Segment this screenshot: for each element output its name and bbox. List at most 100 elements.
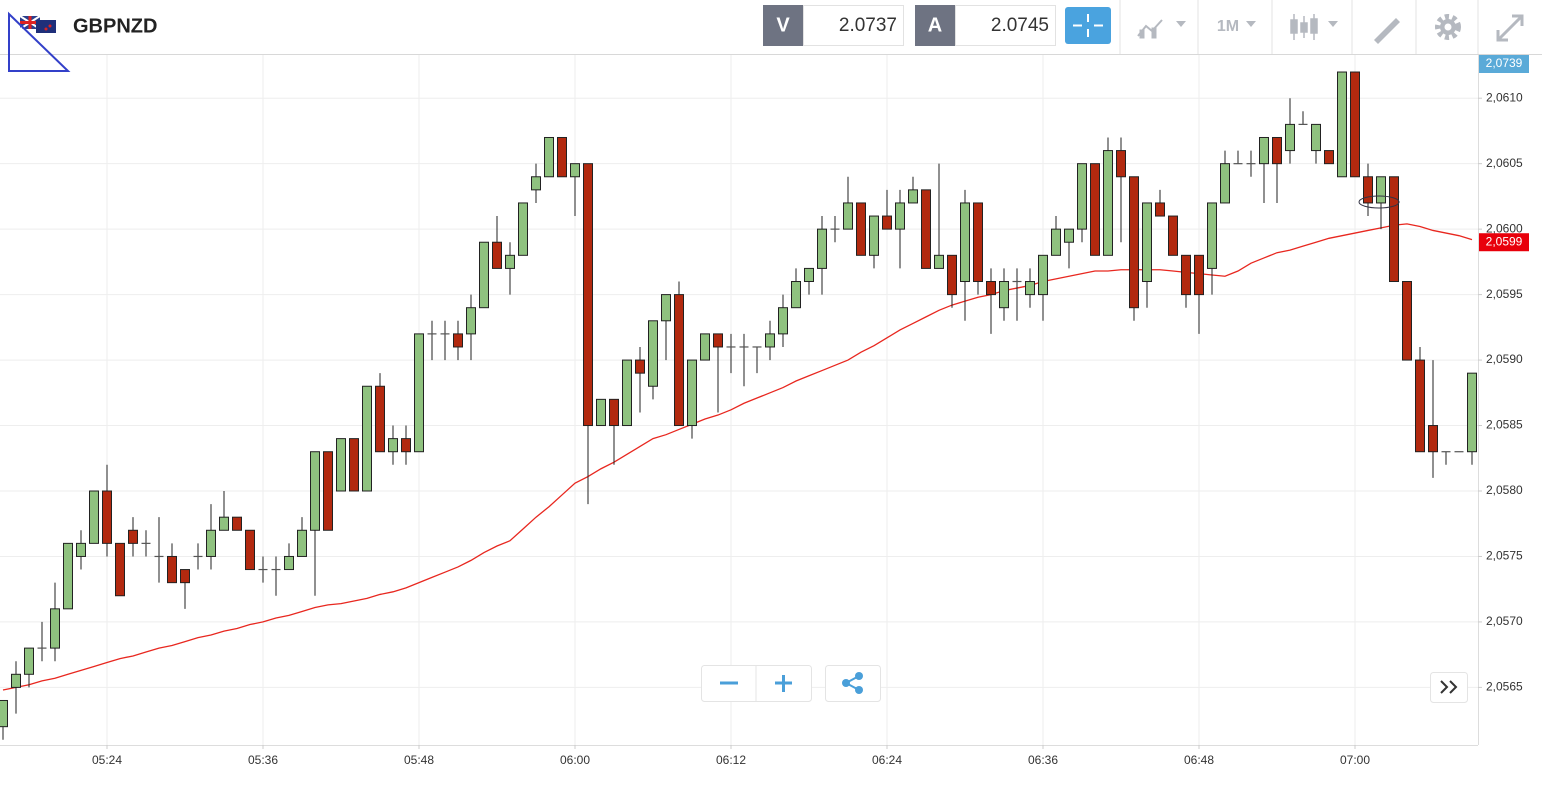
candle-body xyxy=(1064,228,1074,243)
candle-body xyxy=(453,333,463,348)
share-button[interactable] xyxy=(825,665,881,702)
x-tick-label: 05:36 xyxy=(248,753,278,767)
candle-body xyxy=(245,529,255,571)
candle-body xyxy=(219,516,229,531)
settings-button[interactable] xyxy=(1435,14,1461,40)
candle-body xyxy=(947,254,957,296)
candle-body xyxy=(1025,281,1035,296)
x-tick-label: 05:24 xyxy=(92,753,122,767)
ask-box xyxy=(955,5,1056,46)
crosshair-button[interactable] xyxy=(1065,7,1111,44)
candle-body xyxy=(518,202,528,256)
candle-body xyxy=(297,529,307,557)
chart-type-button[interactable] xyxy=(1137,19,1186,39)
candle-body xyxy=(284,555,294,571)
candle-body xyxy=(232,516,242,531)
candle-body xyxy=(1272,136,1282,165)
candle-body xyxy=(466,307,476,335)
zoom-controls xyxy=(701,665,812,702)
candle-body xyxy=(791,281,801,309)
candle-body xyxy=(635,359,645,374)
grid xyxy=(0,55,1478,745)
candle-body xyxy=(1207,202,1217,269)
candle-body xyxy=(1311,123,1321,152)
timeframe[interactable]: 1M xyxy=(1217,18,1239,35)
candle-body xyxy=(609,398,619,427)
bid-box xyxy=(803,5,904,46)
candle-body xyxy=(999,281,1009,309)
drawing-ellipse xyxy=(1358,195,1400,209)
x-tick-label: 06:12 xyxy=(716,753,746,767)
y-tick-label: 2,0595 xyxy=(1486,287,1523,301)
candle-body xyxy=(1103,150,1113,256)
candle-body xyxy=(986,281,996,296)
candle-body xyxy=(1038,254,1048,296)
candle-body xyxy=(1155,202,1165,217)
candle-body xyxy=(1142,202,1152,283)
moving-average xyxy=(2,223,1473,691)
candle-body xyxy=(310,451,320,531)
y-tick-label: 2,0580 xyxy=(1486,483,1523,497)
candle-body xyxy=(557,136,567,178)
y-tick-label: 2,0575 xyxy=(1486,549,1523,563)
candle-body xyxy=(1467,372,1477,453)
candle-body xyxy=(1324,150,1334,165)
symbol[interactable]: GBPNZD xyxy=(73,15,157,37)
zoom-in-button[interactable] xyxy=(775,675,792,692)
timeframe-caret xyxy=(1246,21,1256,27)
scroll-to-end-button[interactable] xyxy=(1430,672,1468,703)
ask-price: 2.0745 xyxy=(991,15,1049,36)
candle-body xyxy=(869,215,879,256)
bid-button[interactable] xyxy=(763,5,803,46)
candle-body xyxy=(674,294,684,427)
candle-body xyxy=(843,202,853,230)
candle-body xyxy=(648,320,658,387)
candle-style-button[interactable] xyxy=(1290,14,1338,40)
candle-body xyxy=(180,569,190,584)
candle-body xyxy=(1363,176,1373,204)
candle-body xyxy=(687,359,697,427)
price-marker-box xyxy=(1479,55,1529,73)
candle-body xyxy=(661,294,671,322)
ma-marker-label: 2,0599 xyxy=(1486,234,1523,248)
ask-button[interactable] xyxy=(915,5,955,46)
candle-body xyxy=(1337,71,1347,178)
candle-body xyxy=(1259,136,1269,165)
candle-body xyxy=(89,490,99,544)
ma-line xyxy=(2,223,1473,691)
candle-body xyxy=(401,438,411,453)
candle-body xyxy=(1428,425,1438,453)
candle-body xyxy=(50,608,60,649)
draw-tool-button[interactable] xyxy=(1372,18,1400,44)
candle-body xyxy=(570,163,580,178)
candle-body xyxy=(336,438,346,492)
bid-label: V xyxy=(776,14,790,36)
candle-body xyxy=(1285,123,1295,152)
ask-label: A xyxy=(928,14,942,36)
candle-body xyxy=(323,451,333,531)
candle-body xyxy=(882,215,892,230)
axis-labels: 2,0565 2,0570 2,0575 2,0580 2,0585 2,0590 2,05… xyxy=(92,55,1529,767)
candle-body xyxy=(596,398,606,427)
candle-body xyxy=(544,136,554,178)
candle-body xyxy=(583,163,593,427)
candle-body xyxy=(362,385,372,492)
fullscreen-button[interactable] xyxy=(1496,14,1524,42)
candle-body xyxy=(804,267,814,283)
y-tick-label: 2,0570 xyxy=(1486,614,1523,628)
candle-body xyxy=(414,333,424,453)
flag xyxy=(19,15,56,33)
x-tick-label: 07:00 xyxy=(1340,753,1370,767)
candle-body xyxy=(765,333,775,348)
candle-body xyxy=(1402,281,1412,361)
candle-body xyxy=(700,333,710,361)
candle-body xyxy=(115,542,125,597)
candle-body xyxy=(908,189,918,204)
candle-body xyxy=(388,438,398,453)
candle-body xyxy=(856,202,866,256)
candle-body xyxy=(973,202,983,283)
x-tick-label: 05:48 xyxy=(404,753,434,767)
candle-body xyxy=(0,699,8,728)
